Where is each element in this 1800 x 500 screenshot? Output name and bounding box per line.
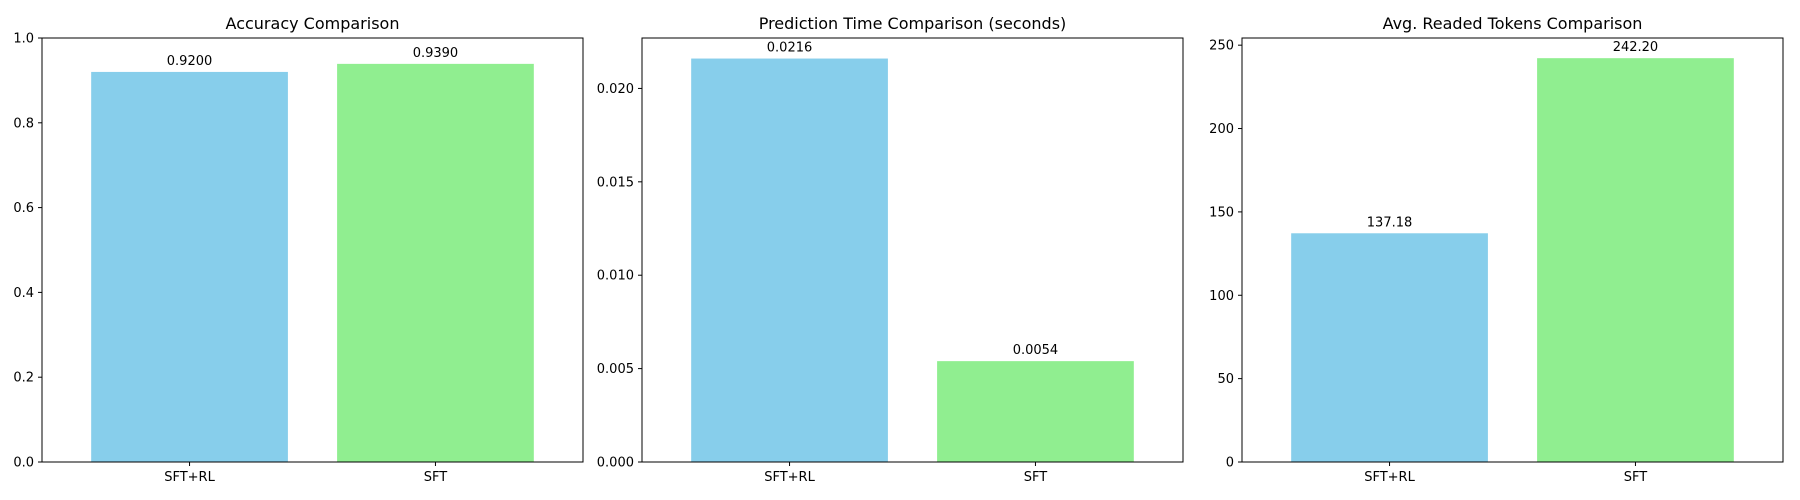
x-tick-label: SFT+RL <box>1364 470 1415 485</box>
bar-sft <box>337 63 534 462</box>
y-tick-label: 0.000 <box>597 456 634 471</box>
x-tick-label: SFT+RL <box>764 470 815 485</box>
y-tick-label: 0 <box>1226 456 1234 471</box>
avg-tokens-chart: Avg. Readed Tokens Comparison 137.18 SFT+… <box>1209 14 1784 485</box>
y-tick-label: 1.0 <box>13 32 34 47</box>
x-tick-label: SFT <box>1024 470 1048 485</box>
y-tick-label: 0.015 <box>597 175 634 190</box>
chart-title: Accuracy Comparison <box>226 14 400 33</box>
y-tick-label: 0.010 <box>597 269 634 284</box>
y-tick-label: 0.0 <box>13 456 34 471</box>
axes-frame <box>1241 37 1784 463</box>
data-label: 0.0054 <box>1013 343 1059 358</box>
y-tick-label: 50 <box>1217 372 1234 387</box>
data-label: 0.9390 <box>413 46 459 61</box>
y-tick-label: 0.4 <box>13 286 34 301</box>
chart-title: Avg. Readed Tokens Comparison <box>1383 14 1643 33</box>
prediction-time-chart: Prediction Time Comparison (seconds) 0.0… <box>597 14 1184 485</box>
x-tick-label: SFT <box>424 470 448 485</box>
bar-sft-rl <box>1291 233 1488 462</box>
y-tick-label: 0.2 <box>13 371 34 386</box>
axes-frame <box>641 37 1184 463</box>
y-tick-label: 0.005 <box>597 362 634 377</box>
y-tick-label: 150 <box>1209 205 1234 220</box>
y-tick-label: 200 <box>1209 122 1234 137</box>
bar-sft-rl <box>91 71 288 463</box>
x-tick-label: SFT <box>1624 470 1648 485</box>
y-tick-label: 0.6 <box>13 201 34 216</box>
accuracy-chart: Accuracy Comparison 0.9200 SFT+RL 0.9390 SF… <box>13 14 584 485</box>
bar-sft-rl <box>691 58 888 462</box>
bar-sft <box>1537 58 1734 463</box>
y-tick-label: 0.8 <box>13 116 34 131</box>
y-tick-label: 100 <box>1209 289 1234 304</box>
y-tick-label: 0.020 <box>597 82 634 97</box>
data-label: 137.18 <box>1367 215 1413 230</box>
data-label: 0.9200 <box>167 54 213 69</box>
x-tick-label: SFT+RL <box>164 470 215 485</box>
data-label: 0.0216 <box>767 41 813 56</box>
bar-sft <box>937 361 1134 462</box>
chart-title: Prediction Time Comparison (seconds) <box>759 14 1067 33</box>
axes-frame <box>41 37 584 463</box>
y-tick-label: 250 <box>1209 39 1234 54</box>
data-label: 242.20 <box>1613 40 1659 55</box>
